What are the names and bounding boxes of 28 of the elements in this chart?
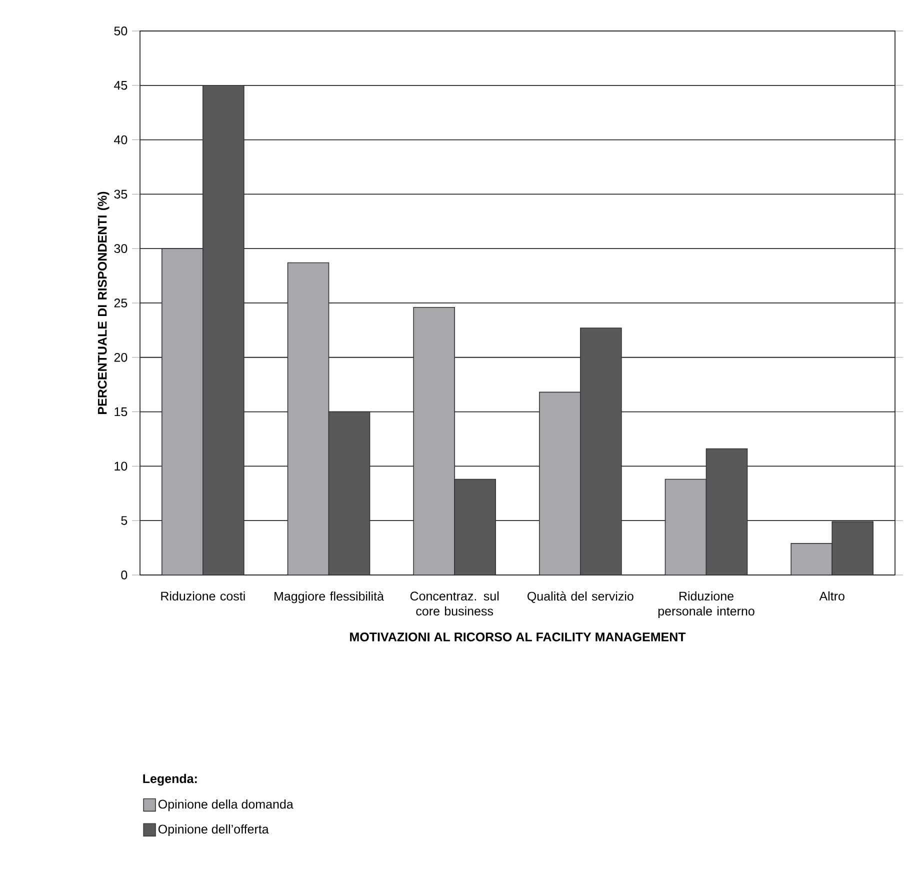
y-tick-label: 35 (114, 190, 128, 199)
y-tick-label: 40 (114, 135, 128, 144)
x-tick-label: Riduzione costi (161, 591, 245, 601)
bar (706, 448, 748, 575)
y-tick-label: 45 (114, 81, 128, 90)
y-tick-label: 0 (121, 570, 128, 580)
bar (832, 521, 874, 575)
x-tick-label: Maggiore flessibilità (274, 591, 384, 604)
legend-title: Legenda: (143, 774, 197, 786)
y-tick-label: 20 (114, 352, 128, 362)
x-tick-label: Riduzione personale interno (658, 591, 754, 618)
x-axis-title: MOTIVAZIONI AL RICORSO AL FACILITY MANAGEMENT (350, 632, 686, 642)
y-tick-label: 25 (114, 298, 128, 308)
legend-label: Opinione dell’offerta (158, 824, 269, 836)
bar (202, 84, 244, 575)
x-tick-label: Altro (819, 591, 844, 601)
y-tick-label: 10 (114, 462, 128, 471)
bar (328, 411, 370, 575)
y-tick-label: 30 (114, 244, 128, 254)
y-axis-title: PERCENTUALE DI RISPONDENTI (%) (98, 192, 110, 414)
legend-label: Opinione della domanda (158, 799, 294, 812)
y-tick-label: 15 (114, 407, 128, 416)
y-tick-label: 5 (121, 516, 128, 525)
x-tick-label: Concentraz. sul core business (410, 591, 499, 616)
x-tick-label: Qualità del servizio (528, 591, 634, 603)
y-tick-label: 50 (114, 26, 128, 36)
bar (454, 478, 496, 575)
bar (580, 328, 622, 575)
